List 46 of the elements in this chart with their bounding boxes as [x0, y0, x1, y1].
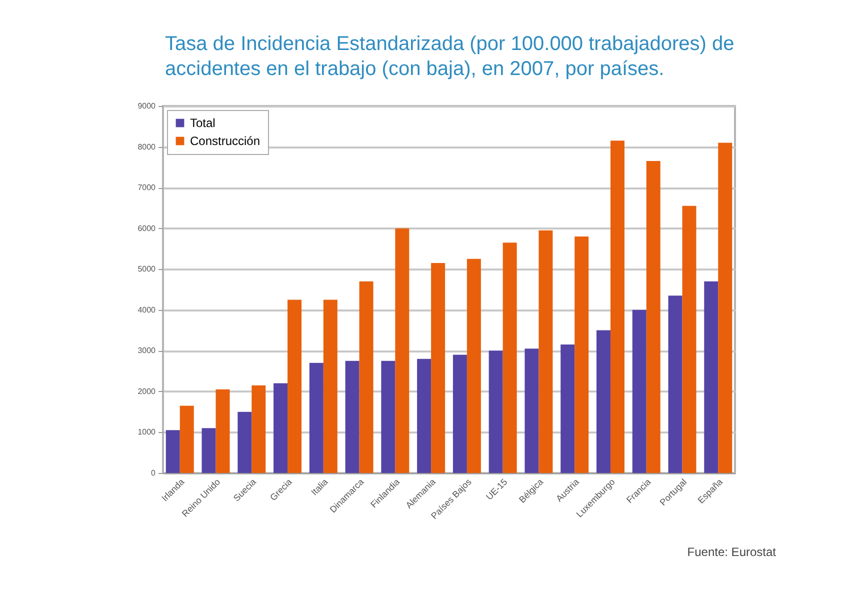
bar — [180, 406, 194, 473]
bar — [646, 161, 660, 473]
bar — [345, 360, 360, 473]
bar — [202, 428, 216, 473]
bar — [431, 262, 446, 473]
y-tick-label: 9000 — [138, 102, 156, 110]
bar — [216, 389, 230, 473]
bar — [238, 412, 252, 473]
bar — [166, 430, 180, 473]
y-tick-label: 2000 — [138, 386, 156, 396]
legend-label: Total — [190, 116, 216, 130]
y-tick-label: 7000 — [138, 183, 156, 192]
bar — [288, 300, 302, 473]
bar — [309, 362, 324, 473]
bar — [668, 296, 682, 473]
y-tick-label: 6000 — [138, 224, 156, 233]
bar — [381, 360, 396, 473]
bar — [359, 281, 374, 473]
bar — [682, 206, 696, 473]
bar — [252, 385, 266, 473]
bar — [524, 348, 539, 473]
bar — [596, 330, 610, 473]
y-tick-label: 1000 — [138, 428, 156, 437]
bar — [323, 300, 338, 473]
bar — [574, 236, 589, 473]
source-note: Fuente: Eurostat — [687, 545, 776, 559]
bar — [452, 354, 467, 473]
bar — [704, 281, 718, 473]
y-tick-label: 0 — [151, 468, 156, 478]
bar — [466, 258, 481, 473]
bar — [395, 228, 410, 473]
bar — [610, 140, 624, 473]
bar — [632, 310, 646, 473]
bar — [274, 383, 288, 473]
y-tick-label: 3000 — [138, 346, 156, 356]
legend-label: Construcción — [190, 134, 260, 148]
chart-title: Tasa de Incidencia Estandarizada (por 100.000 trabajadores) de accidentes en el trabajo (con baja), en 2007, por países. — [165, 32, 736, 82]
bar — [718, 142, 732, 473]
bar — [488, 350, 503, 473]
bar — [417, 358, 432, 473]
y-tick-label: 4000 — [138, 305, 156, 314]
bar — [538, 230, 553, 473]
y-tick-label: 8000 — [138, 142, 156, 152]
y-tick-label: 5000 — [138, 264, 156, 274]
bar — [502, 242, 517, 473]
bar — [560, 344, 575, 473]
